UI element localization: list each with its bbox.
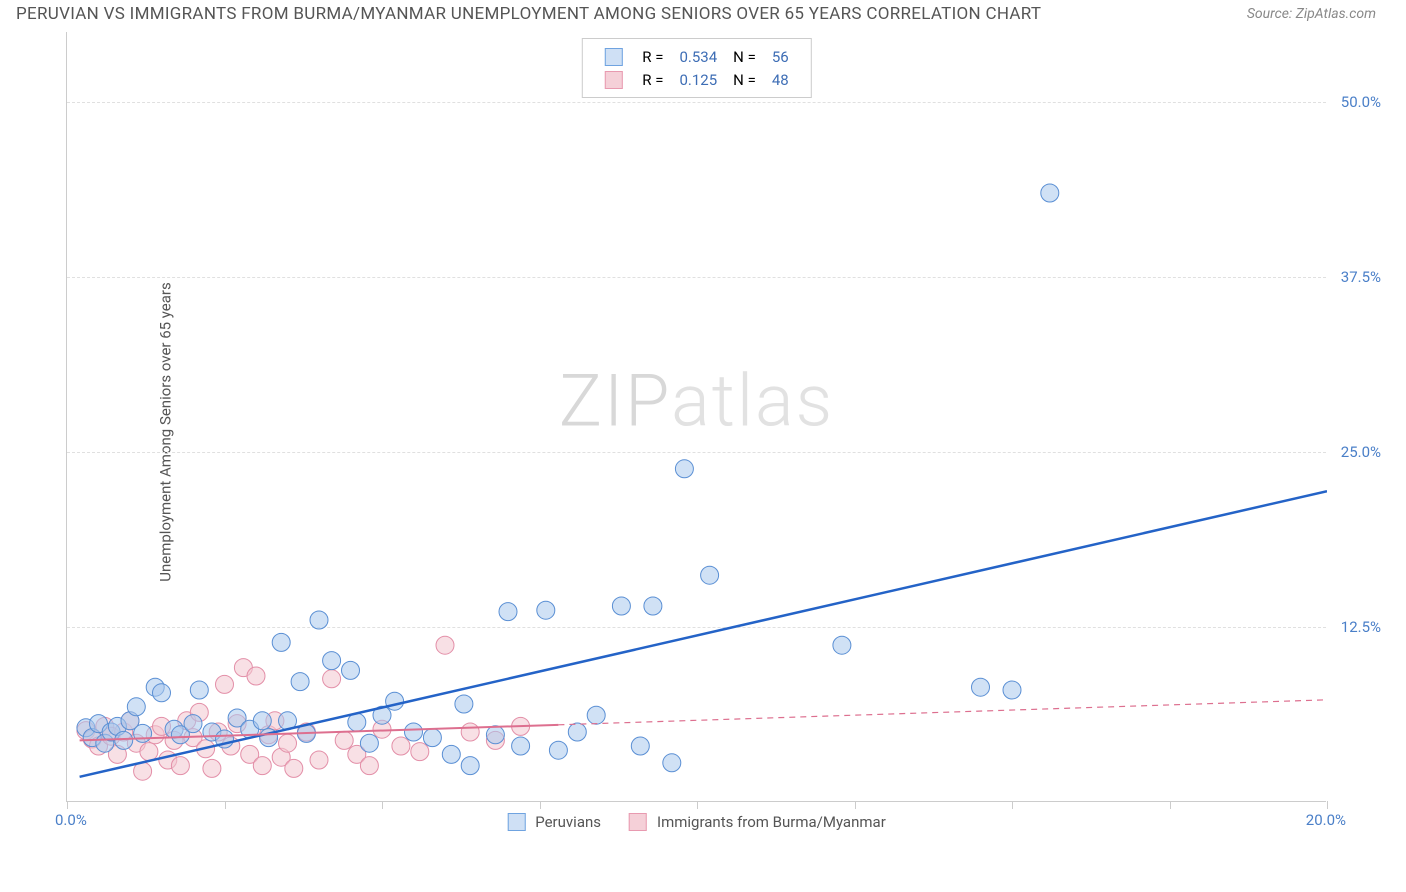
bottom-legend: Peruvians Immigrants from Burma/Myanmar: [507, 813, 886, 831]
data-point: [1003, 681, 1021, 699]
data-point: [833, 636, 851, 654]
data-point: [386, 692, 404, 710]
y-tick-label: 25.0%: [1341, 443, 1381, 461]
n-label: N =: [725, 45, 764, 68]
data-point: [253, 712, 271, 730]
data-point: [392, 737, 410, 755]
title-bar: PERUVIAN VS IMMIGRANTS FROM BURMA/MYANMA…: [0, 0, 1406, 28]
swatch-pink-icon: [629, 813, 647, 831]
data-point: [323, 670, 341, 688]
data-point: [436, 636, 454, 654]
x-axis-max-label: 20.0%: [1306, 811, 1346, 829]
r-label: R =: [634, 45, 671, 68]
data-point: [631, 737, 649, 755]
swatch-blue-icon: [507, 813, 525, 831]
data-point: [442, 745, 460, 763]
data-point: [153, 684, 171, 702]
data-point: [1041, 184, 1059, 202]
chart-title: PERUVIAN VS IMMIGRANTS FROM BURMA/MYANMA…: [16, 4, 1041, 24]
data-point: [411, 743, 429, 761]
data-point: [644, 597, 662, 615]
data-point: [701, 566, 719, 584]
data-point: [405, 723, 423, 741]
legend-label: Peruvians: [535, 813, 601, 831]
data-point: [291, 673, 309, 691]
data-point: [134, 724, 152, 742]
data-point: [499, 603, 517, 621]
data-point: [537, 601, 555, 619]
data-point: [423, 729, 441, 747]
data-point: [279, 734, 297, 752]
legend-item-peruvians: Peruvians: [507, 813, 601, 831]
data-point: [455, 695, 473, 713]
scatter-plot-svg: [67, 32, 1327, 802]
data-point: [171, 757, 189, 775]
legend-item-burma: Immigrants from Burma/Myanmar: [629, 813, 886, 831]
y-tick-label: 12.5%: [1341, 618, 1381, 636]
data-point: [486, 726, 504, 744]
stats-legend: R = 0.534 N = 56 R = 0.125 N = 48: [581, 38, 811, 98]
data-point: [272, 633, 290, 651]
data-point: [512, 737, 530, 755]
data-point: [342, 661, 360, 679]
data-point: [360, 757, 378, 775]
data-point: [190, 681, 208, 699]
data-point: [247, 667, 265, 685]
data-point: [360, 734, 378, 752]
data-point: [310, 751, 328, 769]
data-point: [663, 754, 681, 772]
x-axis-min-label: 0.0%: [55, 811, 87, 829]
data-point: [285, 759, 303, 777]
stats-row-pink: R = 0.125 N = 48: [596, 68, 796, 91]
data-point: [216, 675, 234, 693]
data-point: [461, 723, 479, 741]
source-attribution: Source: ZipAtlas.com: [1247, 6, 1376, 22]
data-point: [115, 731, 133, 749]
data-point: [310, 611, 328, 629]
data-point: [140, 743, 158, 761]
n-label: N =: [725, 68, 764, 91]
legend-label: Immigrants from Burma/Myanmar: [657, 813, 886, 831]
data-point: [461, 757, 479, 775]
data-point: [127, 698, 145, 716]
data-point: [972, 678, 990, 696]
data-point: [253, 757, 271, 775]
data-point: [184, 715, 202, 733]
y-tick-label: 50.0%: [1341, 93, 1381, 111]
r-value-pink: 0.125: [671, 68, 725, 91]
data-point: [587, 706, 605, 724]
data-point: [323, 652, 341, 670]
trend-line-dashed: [558, 700, 1327, 725]
r-label: R =: [634, 68, 671, 91]
data-point: [335, 731, 353, 749]
plot-area: ZIPatlas 12.5%25.0%37.5%50.0% R = 0.534 …: [66, 32, 1326, 802]
r-value-blue: 0.534: [671, 45, 725, 68]
swatch-blue-icon: [604, 48, 622, 66]
data-point: [675, 460, 693, 478]
stats-row-blue: R = 0.534 N = 56: [596, 45, 796, 68]
data-point: [568, 723, 586, 741]
n-value-pink: 48: [764, 68, 797, 91]
swatch-pink-icon: [604, 71, 622, 89]
data-point: [549, 741, 567, 759]
n-value-blue: 56: [764, 45, 797, 68]
data-point: [612, 597, 630, 615]
y-tick-label: 37.5%: [1341, 268, 1381, 286]
chart-container: Unemployment Among Seniors over 65 years…: [56, 32, 1376, 832]
data-point: [203, 759, 221, 777]
